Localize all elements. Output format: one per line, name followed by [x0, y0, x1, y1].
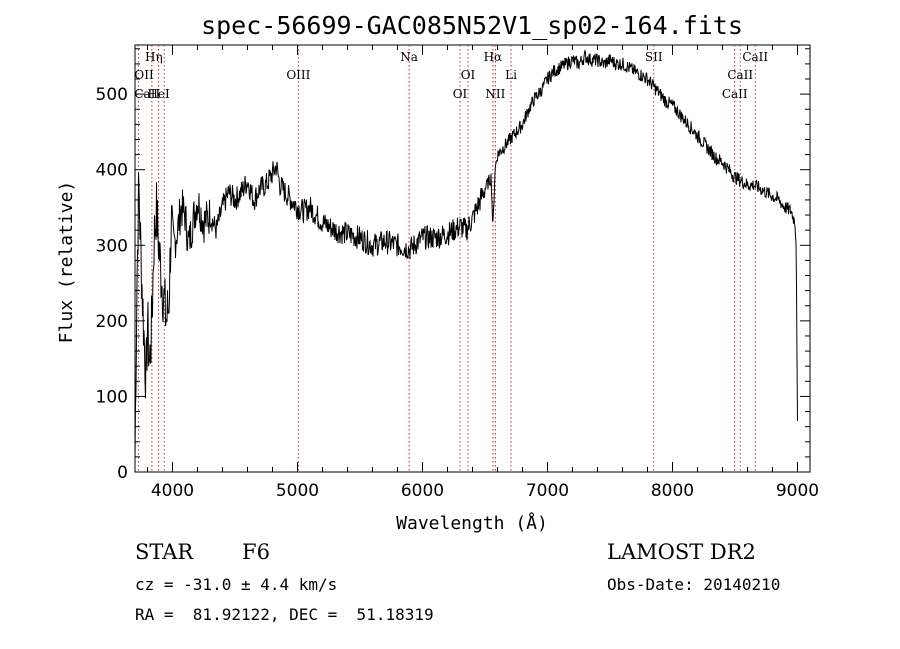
- observation-date: Obs-Date: 20140210: [607, 575, 781, 594]
- data-release: LAMOST DR2: [607, 540, 756, 564]
- spectral-line-label: HeI: [147, 87, 170, 101]
- y-tick-label: 500: [96, 85, 128, 105]
- y-tick-label: 300: [96, 236, 128, 256]
- spectral-line-label: CaII: [727, 68, 753, 82]
- redshift-velocity: cz = -31.0 ± 4.4 km/s: [135, 575, 338, 594]
- y-tick-label: 400: [96, 161, 128, 181]
- coordinates: RA = 81.92122, DEC = 51.18319: [135, 605, 434, 624]
- spectral-line-label: Hα: [484, 50, 503, 64]
- spectral-line-label: OIII: [286, 68, 310, 82]
- spectral-line-label: SII: [645, 50, 663, 64]
- x-axis-label: Wavelength (Å): [396, 512, 548, 534]
- x-tick-label: 7000: [526, 481, 569, 501]
- spectral-line-label: NII: [485, 87, 505, 101]
- x-tick-label: 4000: [151, 481, 194, 501]
- object-subclass: F6: [242, 540, 270, 564]
- y-axis-label: Flux (relative): [56, 181, 77, 344]
- spectral-line-label: OI: [461, 68, 476, 82]
- y-tick-label: 0: [117, 463, 128, 483]
- spectral-line-label: Na: [400, 50, 418, 64]
- x-tick-label: 8000: [651, 481, 694, 501]
- x-tick-label: 6000: [401, 481, 444, 501]
- y-tick-label: 200: [96, 312, 128, 332]
- spectral-line-label: CaII: [742, 50, 768, 64]
- spectral-line-label: CaII: [134, 87, 160, 101]
- y-tick-label: 100: [96, 387, 128, 407]
- spectral-line-label: CaII: [722, 87, 748, 101]
- spectral-line-label: OII: [134, 68, 154, 82]
- x-tick-label: 5000: [276, 481, 319, 501]
- object-class: STAR: [135, 540, 194, 564]
- spectral-line-label: Hη: [145, 50, 163, 64]
- x-tick-label: 9000: [776, 481, 819, 501]
- spectral-line-label: Li: [505, 68, 517, 82]
- spectral-line-label: OI: [453, 87, 468, 101]
- plot-frame: [134, 44, 811, 473]
- spectrum-line: [134, 48, 798, 458]
- chart-title: spec-56699-GAC085N52V1_sp02-164.fits: [201, 11, 743, 40]
- plot-area: 4000 5000 6000 7000 8000 9000 0 100 200 300 400 500…: [96, 44, 819, 501]
